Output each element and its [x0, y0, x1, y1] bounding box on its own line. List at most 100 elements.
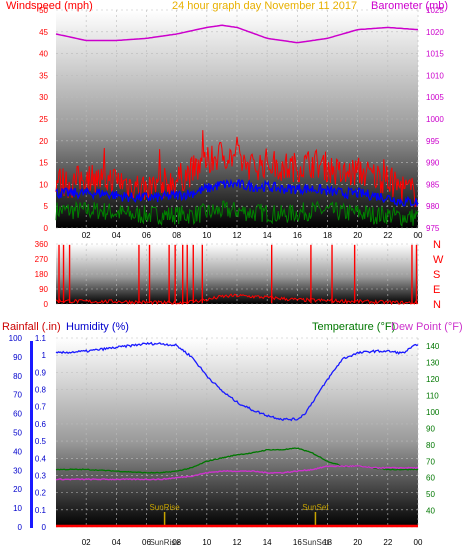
compass-letter: S [433, 269, 440, 281]
rainfall-tick-label: 0.2 [35, 489, 47, 498]
barometer-tick-label: 1015 [426, 50, 444, 59]
barometer-axis-title: Barometer (mb) [371, 0, 448, 12]
temperature-tick-label: 80 [426, 441, 435, 450]
barometer-tick-label: 975 [426, 224, 440, 233]
rainfall-tick-label: 0.4 [35, 454, 47, 463]
windspeed-tick-label: 50 [39, 6, 48, 15]
humidity-tick-label: 40 [13, 447, 22, 456]
rainfall-tick-label: 0.7 [35, 403, 47, 412]
time-tick-label: 14 [263, 231, 272, 240]
dewpoint-axis-title: Dew Point (°F) [391, 321, 463, 333]
rainfall-tick-label: 0.8 [35, 386, 47, 395]
humidity-tick-label: 60 [13, 410, 22, 419]
barometer-tick-label: 990 [426, 159, 440, 168]
windspeed-tick-label: 10 [39, 180, 48, 189]
wind-low-line [55, 200, 419, 227]
rainfall-tick-label: 0.9 [35, 368, 47, 377]
rainfall-tick-label: 0.1 [35, 506, 47, 515]
barometer-tick-label: 985 [426, 180, 440, 189]
time-tick-label: 02 [82, 538, 91, 547]
windspeed-axis-title: Windspeed (mph) [6, 0, 93, 12]
windspeed-tick-label: 0 [44, 224, 49, 233]
rainfall-tick-label: 1 [42, 351, 47, 360]
compass-letter: E [433, 284, 440, 296]
temperature-tick-label: 90 [426, 424, 435, 433]
windspeed-tick-label: 5 [44, 202, 49, 211]
windspeed-tick-label: 30 [39, 93, 48, 102]
sun-marker-axis-label: SunRise [149, 538, 180, 547]
windspeed-tick-label: 40 [39, 50, 48, 59]
direction-tick-label: 90 [39, 285, 48, 294]
time-tick-label: 08 [172, 538, 181, 547]
dewpoint-line [55, 465, 419, 481]
temperature-tick-label: 120 [426, 375, 440, 384]
barometer-line [55, 24, 419, 44]
barometer-tick-label: 1025 [426, 6, 444, 15]
time-tick-label: 16 [293, 538, 302, 547]
humidity-tick-label: 20 [13, 485, 22, 494]
temperature-tick-label: 100 [426, 408, 440, 417]
sun-marker-axis-label: SunSet [302, 538, 329, 547]
time-tick-label: 10 [202, 231, 211, 240]
time-tick-label: 02 [82, 231, 91, 240]
temperature-tick-label: 40 [426, 507, 435, 516]
humidity-line [55, 341, 419, 422]
temperature-tick-label: 50 [426, 490, 435, 499]
time-tick-label: 22 [383, 538, 392, 547]
windspeed-tick-label: 35 [39, 71, 48, 80]
rainfall-axis-title: Rainfall (.in) [2, 321, 61, 333]
barometer-tick-label: 995 [426, 137, 440, 146]
time-tick-label: 06 [142, 538, 151, 547]
barometer-tick-label: 1010 [426, 71, 444, 80]
time-tick-label: 20 [353, 231, 362, 240]
humidity-tick-label: 100 [9, 334, 23, 343]
rainfall-axis-bar [30, 341, 33, 528]
compass-letter: N [433, 299, 441, 311]
time-tick-label: 12 [233, 231, 242, 240]
time-tick-label: 18 [323, 231, 332, 240]
sun-marker-label: SunSet [302, 503, 329, 512]
time-tick-label: 16 [293, 231, 302, 240]
temperature-axis-title: Temperature (°F) [312, 321, 395, 333]
time-tick-label: 04 [112, 231, 121, 240]
humidity-tick-label: 10 [13, 504, 22, 513]
barometer-tick-label: 1005 [426, 93, 444, 102]
rainfall-tick-label: 0.3 [35, 471, 47, 480]
humidity-tick-label: 80 [13, 372, 22, 381]
barometer-tick-label: 1000 [426, 115, 444, 124]
humidity-tick-label: 30 [13, 466, 22, 475]
chart-title: 24 hour graph day November 11 2017 [172, 0, 357, 12]
time-tick-label: 18 [323, 538, 332, 547]
windspeed-tick-label: 20 [39, 137, 48, 146]
time-tick-label: 06 [142, 231, 151, 240]
humidity-tick-label: 90 [13, 353, 22, 362]
humidity-axis-title: Humidity (%) [66, 321, 129, 333]
time-tick-label: 14 [263, 538, 272, 547]
temperature-tick-label: 70 [426, 457, 435, 466]
time-tick-label: 22 [383, 231, 392, 240]
rainfall-tick-label: 1.1 [35, 334, 47, 343]
wind-average-line [55, 178, 419, 208]
wind-gust-line [55, 130, 419, 208]
rainfall-tick-label: 0 [42, 523, 47, 532]
direction-tick-label: 0 [44, 300, 49, 309]
rainfall-tick-label: 0.5 [35, 437, 47, 446]
time-tick-label: 04 [112, 538, 121, 547]
humidity-tick-label: 50 [13, 429, 22, 438]
compass-letter: W [433, 254, 444, 266]
barometer-tick-label: 1020 [426, 28, 444, 37]
time-tick-label: 20 [353, 538, 362, 547]
windspeed-tick-label: 25 [39, 115, 48, 124]
sun-marker-label: SunRise [149, 503, 180, 512]
time-tick-label: 10 [202, 538, 211, 547]
barometer-tick-label: 980 [426, 202, 440, 211]
direction-tick-label: 360 [35, 240, 49, 249]
time-tick-label: 12 [233, 538, 242, 547]
windspeed-tick-label: 15 [39, 159, 48, 168]
temperature-tick-label: 130 [426, 359, 440, 368]
temperature-tick-label: 110 [426, 392, 439, 401]
wind-direction-line [55, 293, 419, 306]
windspeed-tick-label: 45 [39, 28, 48, 37]
